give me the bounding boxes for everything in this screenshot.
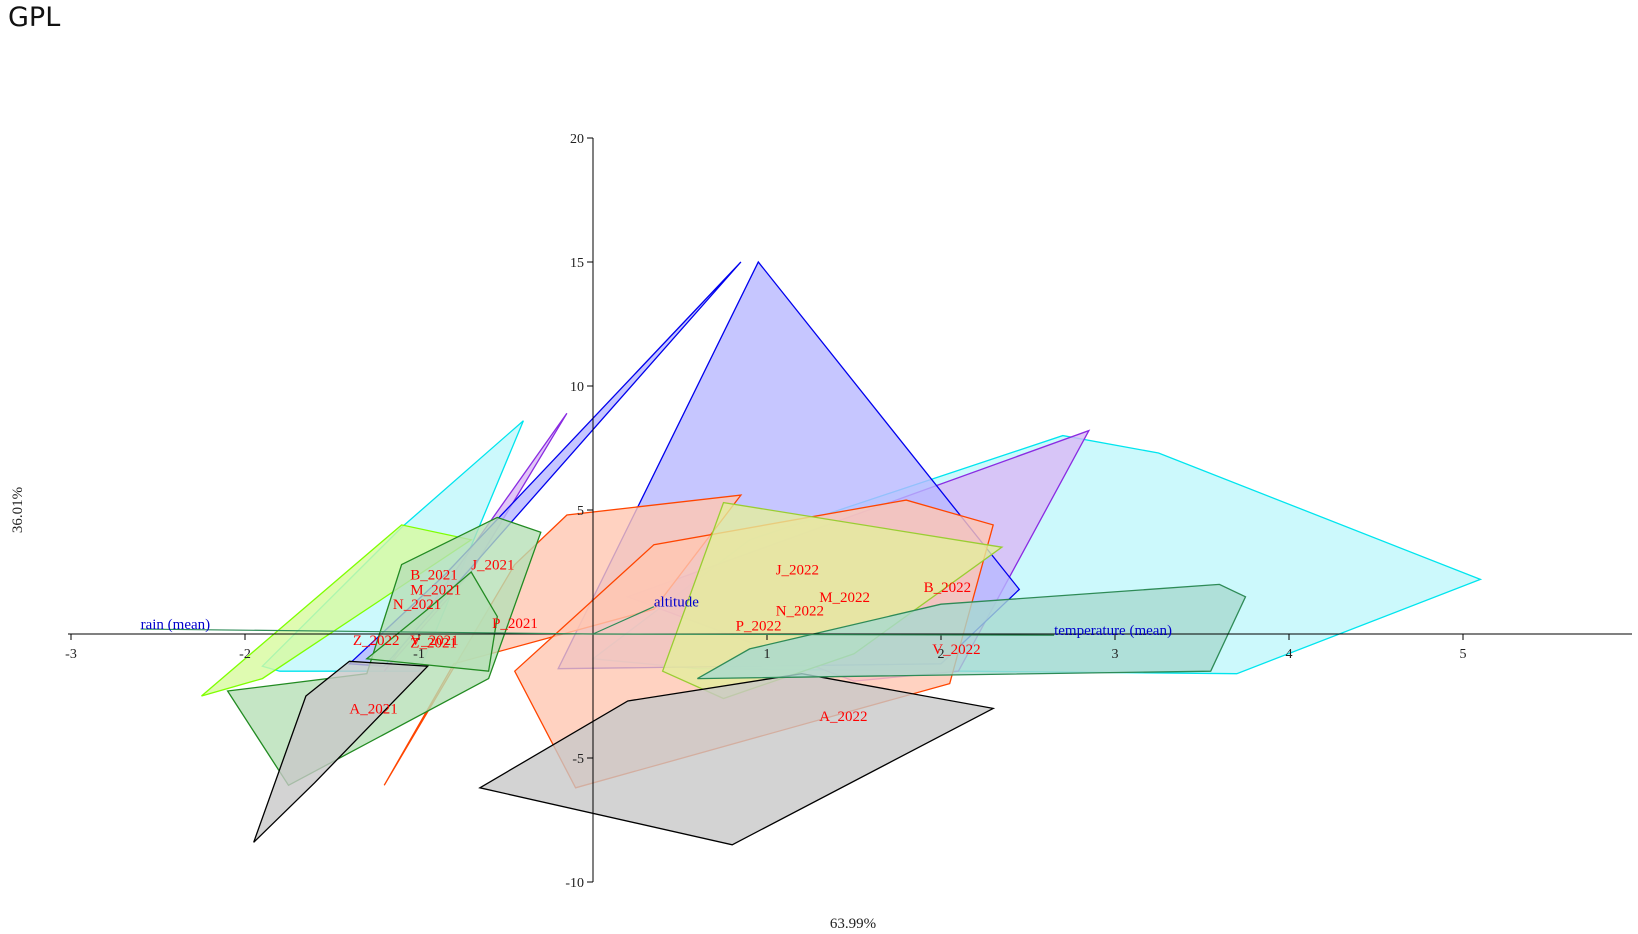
x-axis-title: 63.99% <box>830 916 876 932</box>
observation-labels: B_2021J_2021M_2021N_2021P_2021V_2021Z_20… <box>349 558 980 725</box>
observation-label: A_2021 <box>349 701 397 717</box>
x-tick-label: 1 <box>764 647 771 662</box>
hull-polygon-13 <box>253 660 430 843</box>
y-tick-label: 15 <box>570 256 584 271</box>
y-tick-label: 5 <box>577 504 584 519</box>
observation-label: N_2022 <box>776 603 824 619</box>
observation-label: V_2021 <box>410 633 458 649</box>
x-tick-label: -1 <box>413 647 425 662</box>
observation-label: B_2021 <box>410 567 458 583</box>
observation-label: P_2021 <box>492 616 538 632</box>
observation-label: M_2021 <box>410 582 461 598</box>
x-tick-label: -2 <box>239 647 251 662</box>
variable-label-2: altitude <box>654 595 699 611</box>
hull-polygon-12 <box>365 571 498 672</box>
variable-vector-2 <box>592 606 655 635</box>
variable-vector-3 <box>592 633 1055 636</box>
observation-label: A_2022 <box>819 709 867 725</box>
hull-polygon-15 <box>697 583 1247 680</box>
x-tick-label: 5 <box>1460 647 1467 662</box>
variable-label-1: rain (mean) <box>141 617 211 633</box>
observation-label: P_2022 <box>736 618 782 634</box>
observation-label: Z_2022 <box>353 633 400 649</box>
observation-label: N_2021 <box>393 597 441 613</box>
group-hulls <box>201 260 1483 846</box>
hull-polygon-14 <box>478 673 996 846</box>
y-tick-label: 10 <box>570 380 584 395</box>
x-tick-label: -3 <box>65 647 77 662</box>
y-tick-label: -10 <box>565 876 584 891</box>
page-title: GPL <box>8 2 61 33</box>
observation-label: V_2022 <box>932 642 980 658</box>
y-tick-label: -5 <box>572 752 584 767</box>
axes: -3 -2 -1 1 2 3 4 5 -10 -5 5 10 15 20 <box>65 132 1632 891</box>
observation-label: B_2022 <box>924 580 972 596</box>
variable-label-3: temperature (mean) <box>1054 623 1172 639</box>
observation-label: Z_2021 <box>410 636 457 652</box>
observation-label: J_2021 <box>471 558 514 574</box>
x-tick-label: 2 <box>938 647 945 662</box>
observation-label: J_2022 <box>776 562 819 578</box>
observation-label: M_2022 <box>819 590 870 606</box>
variable-vector-1 <box>140 628 594 635</box>
y-tick-label: 20 <box>570 132 584 147</box>
variable-labels: rain (mean) altitude temperature (mean) <box>140 595 1172 639</box>
x-tick-label: 3 <box>1112 647 1119 662</box>
x-tick-label: 4 <box>1286 647 1293 662</box>
y-axis-title: 36.01% <box>10 487 26 533</box>
